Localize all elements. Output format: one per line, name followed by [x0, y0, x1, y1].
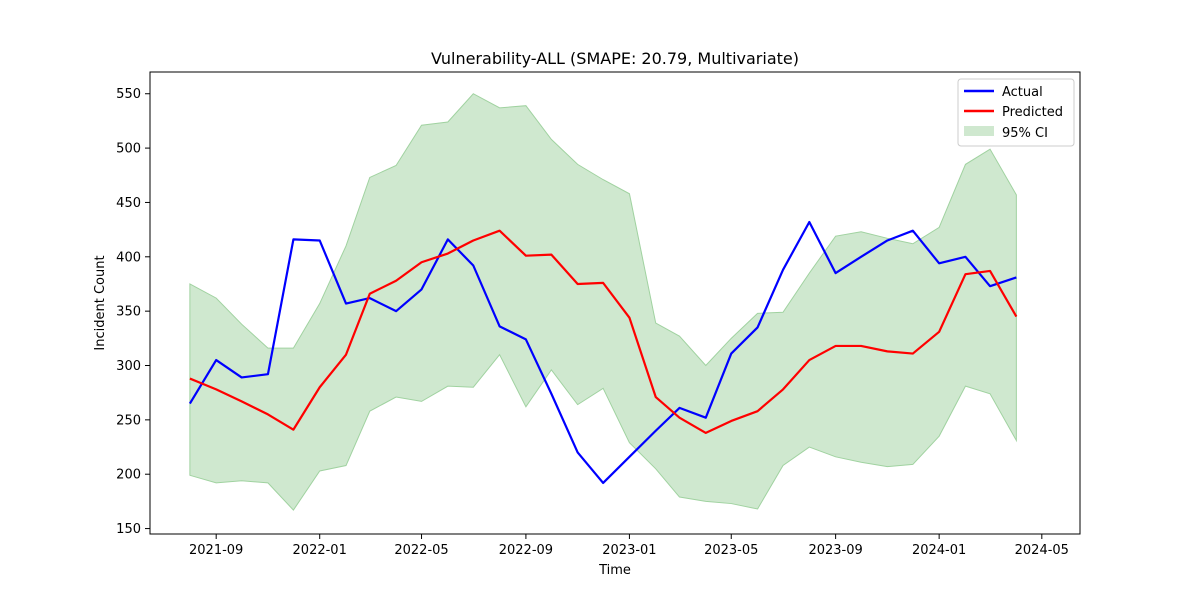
x-axis: 2021-09 2022-01 2022-05 2022-09 2023-01 2023-…: [189, 534, 1069, 558]
x-tick-label: 2023-09: [808, 543, 862, 558]
legend-ci-label: 95% CI: [1002, 126, 1048, 141]
x-axis-label: Time: [598, 563, 631, 578]
x-tick-label: 2024-05: [1015, 543, 1069, 558]
series-layer: [188, 220, 1018, 485]
x-tick-label: 2024-01: [912, 543, 966, 558]
x-tick-label: 2023-05: [704, 543, 758, 558]
predicted-series-line: [189, 229, 1018, 434]
chart-title: Vulnerability-ALL (SMAPE: 20.79, Multiva…: [431, 49, 799, 68]
ci-band: [189, 93, 1017, 511]
plot-frame: [149, 71, 1081, 535]
y-axis: 150 200 250 300 350 400 450 500 550: [116, 87, 150, 537]
legend-predicted-label: Predicted: [1002, 105, 1063, 120]
legend-ci-swatch: [964, 126, 994, 136]
x-tick-label: 2021-09: [189, 543, 243, 558]
x-tick-label: 2022-05: [394, 543, 448, 558]
y-tick-label: 300: [116, 359, 141, 374]
legend-actual-label: Actual: [1002, 85, 1043, 100]
actual-series-line: [188, 220, 1017, 485]
ci-band-layer: [189, 93, 1017, 511]
x-tick-label: 2022-01: [293, 543, 347, 558]
y-tick-label: 350: [116, 305, 141, 320]
y-tick-label: 200: [116, 468, 141, 483]
x-tick-label: 2022-09: [499, 543, 553, 558]
legend: Actual Predicted 95% CI: [957, 78, 1075, 147]
y-tick-label: 400: [116, 250, 141, 265]
y-tick-label: 500: [116, 142, 141, 157]
y-tick-label: 450: [116, 196, 141, 211]
x-tick-label: 2023-01: [602, 543, 656, 558]
y-axis-label: Incident Count: [93, 255, 108, 350]
y-tick-label: 550: [116, 87, 141, 102]
y-tick-label: 150: [116, 522, 141, 537]
y-tick-label: 250: [116, 413, 141, 428]
